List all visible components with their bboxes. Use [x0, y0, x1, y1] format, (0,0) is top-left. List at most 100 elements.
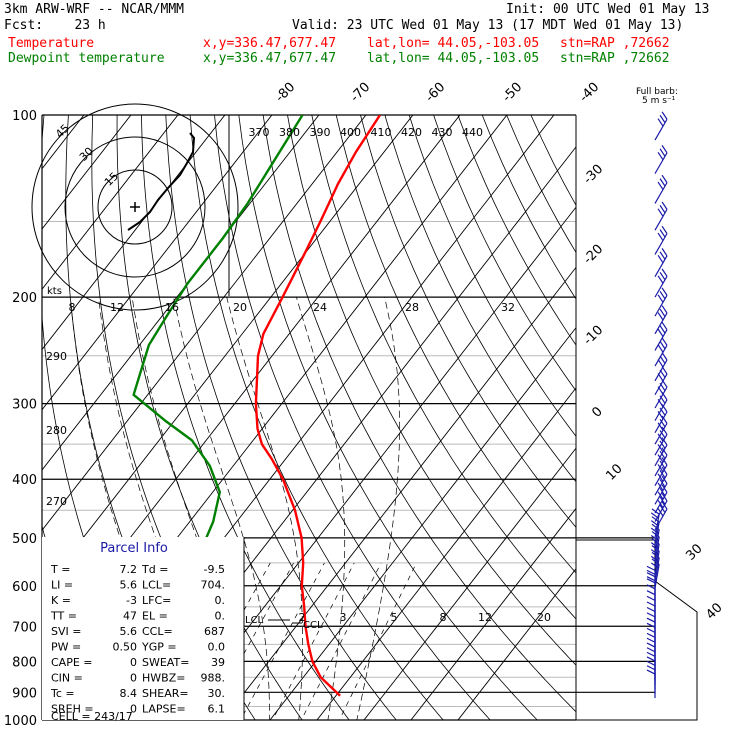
- isotherm: [457, 567, 576, 720]
- parcel-value: 0: [130, 703, 137, 716]
- pressure-label-1000: 1000: [4, 714, 37, 729]
- wind-barb: [650, 558, 660, 589]
- barb-flag: [659, 487, 666, 497]
- temperature-latlon: lat,lon= 44.05,-103.05: [367, 36, 540, 51]
- barb-flag: [659, 148, 666, 157]
- mixing-label: 24: [313, 301, 327, 314]
- mixing-ratio-label: 8: [440, 611, 447, 624]
- parcel-value: 0.: [215, 594, 226, 607]
- theta-label: 430: [432, 126, 453, 139]
- parcel-label: TT =: [50, 610, 77, 623]
- barb-flag: [661, 493, 668, 502]
- barb-flag: [657, 254, 664, 264]
- barb-flag: [657, 422, 664, 431]
- moist-adiabat: [173, 297, 270, 720]
- theta-label: 270: [46, 495, 67, 508]
- parcel-label: EL =: [142, 610, 168, 623]
- wind-barb: [654, 248, 668, 277]
- parcel-value: 47: [123, 610, 137, 623]
- theta-label: 400: [340, 126, 361, 139]
- barb-staff: [654, 344, 668, 367]
- temperature-legend: Temperature: [8, 36, 95, 51]
- barb-flag: [646, 565, 656, 571]
- barb-staff: [654, 454, 668, 477]
- parcel-value: 0: [130, 672, 137, 685]
- wind-barb: [646, 627, 656, 657]
- barb-flag: [650, 527, 659, 534]
- parcel-label: PW =: [51, 641, 81, 654]
- barb-flag: [659, 440, 666, 449]
- barb-flag: [661, 392, 668, 401]
- theta-label: 410: [371, 126, 392, 139]
- barb-flag: [646, 637, 656, 643]
- barb-staff: [654, 329, 668, 351]
- parcel-label: YGP =: [141, 641, 177, 654]
- temperature-xy: x,y=336.47,677.47: [203, 36, 337, 51]
- dry-adiabat: [530, 115, 576, 206]
- barb-flag: [661, 337, 668, 346]
- wind-barb: [654, 305, 668, 335]
- mixing-ratio-label: 3: [340, 611, 347, 624]
- moist-adiabat: [226, 297, 303, 720]
- barb-flag: [661, 426, 668, 435]
- parcel-label: CAPE =: [51, 656, 93, 669]
- barb-flag: [646, 572, 656, 578]
- theta-label: 280: [46, 424, 67, 437]
- mixing-ratio-line: [300, 562, 382, 720]
- parcel-label: HWBZ=: [142, 672, 185, 685]
- pressure-label-700: 700: [12, 620, 37, 635]
- isotherm: [42, 115, 320, 471]
- isotherm-label: -80: [273, 80, 299, 106]
- dry-adiabat: [238, 115, 538, 720]
- theta-label: 390: [310, 126, 331, 139]
- barb-flag: [646, 656, 656, 662]
- wind-barb: [654, 437, 668, 467]
- barb-flag: [659, 369, 666, 378]
- barb-flag: [659, 251, 666, 260]
- wind-barb: [654, 287, 668, 317]
- barb-flag: [659, 496, 666, 505]
- hodograph-ring-label: 45: [53, 122, 72, 141]
- barb-flag: [646, 606, 656, 613]
- barb-flag: [659, 479, 666, 488]
- theta-label: 380: [279, 126, 300, 139]
- isotherm-label: -40: [577, 80, 603, 106]
- moist-adiabat: [356, 297, 400, 720]
- isotherm: [42, 115, 132, 230]
- parcel-label: SREH =: [51, 703, 94, 716]
- pressure-label-900: 900: [12, 686, 37, 701]
- mixing-label: 32: [501, 301, 515, 314]
- hodograph-trace: [127, 132, 196, 231]
- wind-barb: [646, 669, 656, 699]
- isotherm-label: 30: [683, 541, 705, 563]
- parcel-value: 30.: [208, 687, 226, 700]
- wind-barb: [654, 457, 668, 487]
- barb-flag: [646, 669, 656, 675]
- barb-flag: [659, 308, 666, 317]
- wind-barb: [654, 466, 668, 496]
- hodograph-ring: [64, 136, 206, 278]
- isotherm: [363, 447, 576, 720]
- barb-flag: [659, 407, 666, 416]
- parcel-value: -9.5: [204, 563, 225, 576]
- barb-flag: [651, 508, 660, 515]
- barb-staff: [654, 295, 668, 317]
- barb-flag: [650, 520, 659, 527]
- isotherm: [269, 326, 576, 720]
- mixing-ratio-label: 5: [391, 611, 398, 624]
- barb-flag: [659, 325, 666, 334]
- barb-flag: [661, 447, 668, 456]
- barb-flag: [650, 535, 659, 542]
- barb-flag: [659, 340, 666, 350]
- isotherm: [222, 266, 576, 720]
- parcel-value: 0.0: [208, 641, 226, 654]
- dry-adiabat: [506, 115, 576, 254]
- barb-staff: [654, 255, 668, 277]
- barb-flag: [650, 555, 659, 563]
- barb-flag: [657, 359, 664, 368]
- barb-flag: [657, 181, 664, 190]
- wind-barb: [654, 475, 668, 505]
- parcel-label: SHEAR=: [142, 687, 189, 700]
- isotherm-label: 40: [703, 600, 725, 622]
- isotherm: [175, 206, 576, 720]
